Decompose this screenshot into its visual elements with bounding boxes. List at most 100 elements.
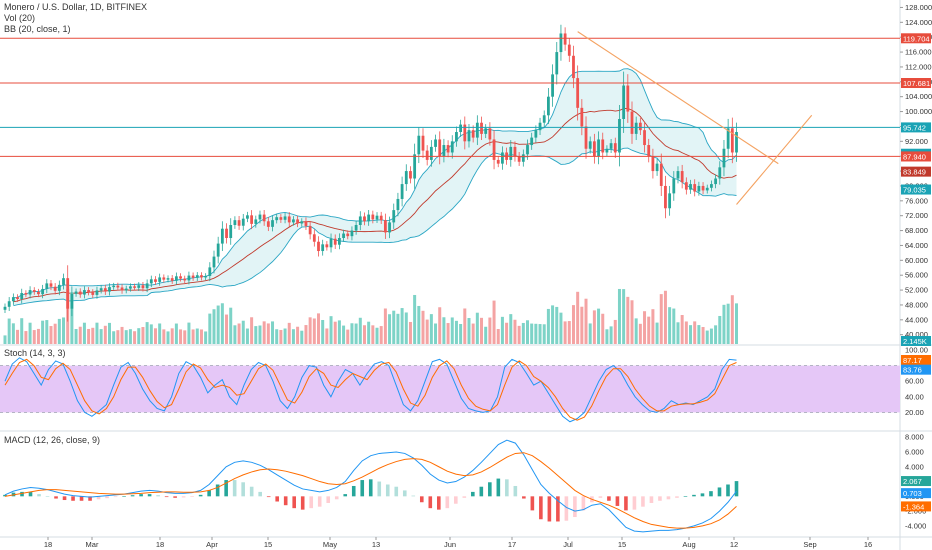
candle-body xyxy=(24,293,28,295)
bollinger-indicator-label[interactable]: BB (20, close, 1) xyxy=(4,24,71,34)
macd-value-tag xyxy=(901,501,931,512)
volume-bar xyxy=(421,310,425,344)
volume-bar xyxy=(400,308,404,344)
candle-body xyxy=(643,130,646,146)
volume-bar xyxy=(24,331,28,344)
volume-bar xyxy=(241,320,245,344)
candle-body xyxy=(70,293,74,309)
candle-body xyxy=(149,279,153,284)
candle-body xyxy=(718,167,722,179)
candle-body xyxy=(605,148,609,153)
volume-bar xyxy=(308,317,312,344)
macd-indicator-label[interactable]: MACD (12, 26, close, 9) xyxy=(4,435,101,445)
volume-bar xyxy=(279,329,283,344)
candle-body xyxy=(680,171,684,183)
volume-bar xyxy=(166,331,170,344)
volume-bar xyxy=(11,323,15,344)
candle-body xyxy=(714,178,717,185)
volume-bar xyxy=(112,331,116,344)
macd-histogram-bar xyxy=(300,496,305,510)
volume-bar xyxy=(371,325,375,344)
volume-bar xyxy=(663,290,667,344)
volume-bar xyxy=(87,328,91,344)
candle-body xyxy=(162,277,166,280)
candle-body xyxy=(689,184,692,190)
macd-histogram-bar xyxy=(539,496,543,520)
volume-bar xyxy=(317,313,320,344)
candle-body xyxy=(220,228,224,244)
candle-body xyxy=(513,146,517,157)
macd-histogram-bar xyxy=(343,494,348,497)
time-tick-label: 17 xyxy=(508,540,516,549)
candle-body xyxy=(626,85,630,112)
stoch-k-tag xyxy=(901,364,931,375)
macd-histogram-bar xyxy=(522,496,526,499)
volume-bar xyxy=(333,321,337,344)
candle-body xyxy=(225,228,228,239)
volume-bar xyxy=(467,318,471,344)
candle-body xyxy=(41,288,45,295)
volume-bar xyxy=(266,323,270,344)
volume-bar xyxy=(91,327,95,344)
stoch-d-line xyxy=(4,358,737,421)
candle-body xyxy=(237,220,241,226)
candle-body xyxy=(229,224,233,239)
volume-bar xyxy=(555,306,559,344)
volume-bar xyxy=(225,314,229,344)
candle-body xyxy=(133,286,136,288)
volume-bar xyxy=(668,307,672,344)
volume-bar xyxy=(701,327,705,344)
candle-body xyxy=(321,244,325,252)
symbol-title[interactable]: Monero / U.S. Dollar, 1D, BITFINEX xyxy=(4,2,148,12)
volume-bar xyxy=(705,330,709,344)
volume-bar xyxy=(709,328,713,344)
volume-bar xyxy=(141,327,145,344)
volume-bar xyxy=(36,328,40,344)
candle-body xyxy=(342,233,345,239)
volume-bar xyxy=(659,294,663,344)
candle-body xyxy=(354,224,358,231)
candle-body xyxy=(429,146,433,160)
time-tick-label: 15 xyxy=(618,540,626,549)
candle-body xyxy=(534,130,538,138)
price-tick-label: 68.000 xyxy=(905,226,928,235)
candle-body xyxy=(730,128,734,153)
volume-bar xyxy=(245,328,249,344)
candle-body xyxy=(388,222,391,233)
macd-value-tag xyxy=(901,476,931,487)
candle-body xyxy=(371,214,375,220)
candle-body xyxy=(517,156,521,162)
volume-bar xyxy=(183,330,187,344)
volume-bar xyxy=(162,329,166,344)
candle-body xyxy=(16,297,19,300)
time-tick-label: Aug xyxy=(682,540,695,549)
candle-body xyxy=(95,290,99,295)
volume-indicator-label[interactable]: Vol (20) xyxy=(4,13,36,23)
volume-bar xyxy=(158,323,162,344)
macd-histogram-bar xyxy=(164,496,169,498)
macd-histogram-bar xyxy=(207,490,211,497)
level-price-label: 119.704 xyxy=(903,34,930,43)
macd-legend: MACD (12, 26, close, 9) xyxy=(4,435,100,446)
macd-histogram-bar xyxy=(37,494,41,497)
time-tick-label: Mar xyxy=(86,540,99,549)
stoch-d-value: 83.76 xyxy=(903,366,922,375)
candle-body xyxy=(492,139,496,160)
volume-bar xyxy=(655,322,659,344)
volume-bar xyxy=(417,305,421,344)
stoch-indicator-label[interactable]: Stoch (14, 3, 3) xyxy=(4,348,66,358)
macd-value: 0.703 xyxy=(903,489,922,498)
volume-tag-label: 2.145K xyxy=(903,337,927,346)
volume-bar xyxy=(300,330,304,344)
candle-body xyxy=(480,122,483,134)
macd-histogram-bar xyxy=(598,496,603,498)
candle-body xyxy=(317,241,320,252)
macd-histogram-bar xyxy=(692,494,696,497)
volume-bar xyxy=(643,311,647,344)
macd-histogram-bar xyxy=(224,480,228,497)
candle-body xyxy=(668,193,672,209)
macd-histogram-bar xyxy=(181,496,186,498)
candle-body xyxy=(183,278,187,281)
macd-histogram-bar xyxy=(283,496,288,506)
indicator-price-tag xyxy=(901,166,931,177)
